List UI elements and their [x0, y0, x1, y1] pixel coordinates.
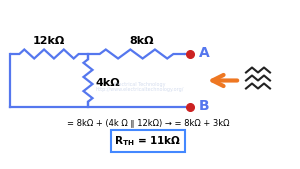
Text: = 8kΩ + (4k Ω ∥ 12kΩ) → = 8kΩ + 3kΩ: = 8kΩ + (4k Ω ∥ 12kΩ) → = 8kΩ + 3kΩ	[67, 118, 229, 127]
Text: 8kΩ: 8kΩ	[129, 36, 154, 46]
Text: $\mathbf{R_{TH}}$ = 11kΩ: $\mathbf{R_{TH}}$ = 11kΩ	[114, 134, 182, 148]
Text: B: B	[199, 99, 210, 113]
Text: 12kΩ: 12kΩ	[33, 36, 65, 46]
Text: A: A	[199, 46, 210, 60]
Text: Electrical Technology
http://www.electricaltechnology.org/: Electrical Technology http://www.electri…	[96, 82, 184, 92]
Text: 4kΩ: 4kΩ	[96, 78, 121, 88]
